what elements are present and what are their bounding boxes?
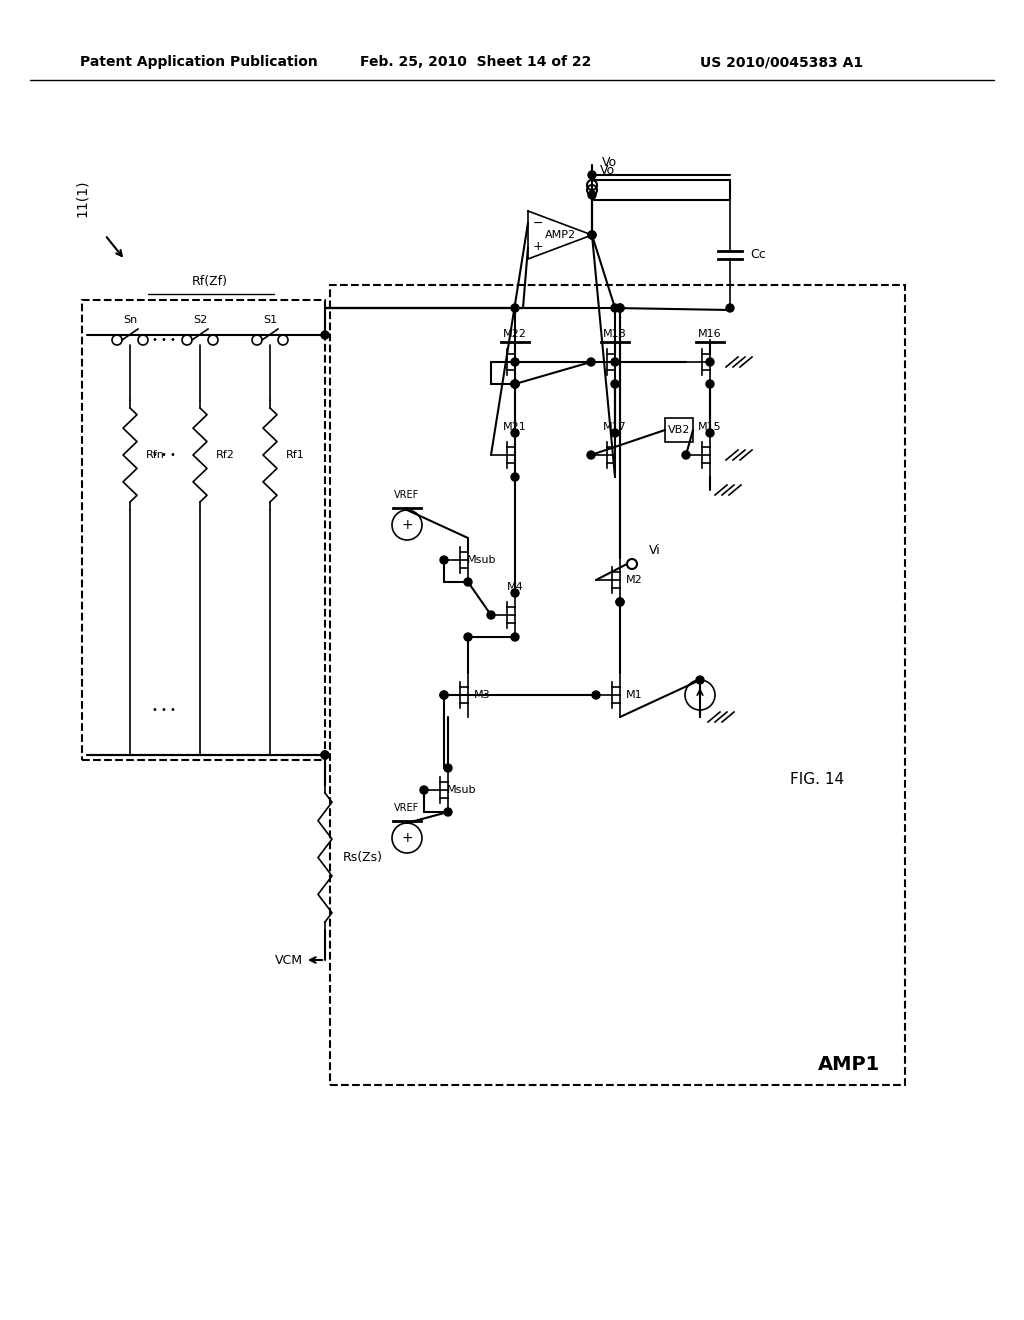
Text: Rf2: Rf2: [216, 450, 234, 459]
Circle shape: [616, 598, 624, 606]
Text: AMP1: AMP1: [818, 1056, 880, 1074]
Circle shape: [611, 429, 618, 437]
Text: M3: M3: [474, 690, 490, 700]
Text: M18: M18: [603, 329, 627, 339]
Text: Rf(Zf): Rf(Zf): [193, 276, 228, 289]
Circle shape: [588, 172, 596, 180]
Circle shape: [511, 380, 519, 388]
Text: Patent Application Publication: Patent Application Publication: [80, 55, 317, 69]
FancyBboxPatch shape: [82, 300, 325, 760]
Text: M16: M16: [698, 329, 722, 339]
Circle shape: [464, 634, 472, 642]
Text: M15: M15: [698, 422, 722, 432]
Text: 11(1): 11(1): [75, 180, 89, 216]
Circle shape: [588, 231, 596, 239]
Circle shape: [464, 578, 472, 586]
Circle shape: [321, 331, 329, 339]
Text: Vi: Vi: [649, 544, 660, 557]
Circle shape: [611, 304, 618, 312]
Circle shape: [511, 380, 519, 388]
Text: Cc: Cc: [750, 248, 766, 261]
Circle shape: [511, 589, 519, 597]
Circle shape: [511, 634, 519, 642]
Circle shape: [487, 611, 495, 619]
Text: M22: M22: [503, 329, 527, 339]
Text: +: +: [532, 240, 544, 252]
Text: FIG. 14: FIG. 14: [790, 772, 844, 788]
Text: M21: M21: [503, 422, 527, 432]
Text: Vo: Vo: [602, 157, 617, 169]
Text: VCM: VCM: [275, 953, 303, 966]
Circle shape: [588, 231, 596, 239]
Circle shape: [440, 556, 449, 564]
Text: • • •: • • •: [152, 335, 176, 345]
Text: Rf1: Rf1: [286, 450, 305, 459]
Circle shape: [611, 380, 618, 388]
Circle shape: [611, 358, 618, 366]
Text: Msub: Msub: [447, 785, 477, 795]
Text: • • •: • • •: [152, 450, 176, 459]
Text: US 2010/0045383 A1: US 2010/0045383 A1: [700, 55, 863, 69]
Text: VREF: VREF: [394, 490, 420, 500]
Circle shape: [587, 358, 595, 366]
Circle shape: [726, 304, 734, 312]
Circle shape: [444, 808, 452, 816]
Text: M17: M17: [603, 422, 627, 432]
Text: VREF: VREF: [394, 803, 420, 813]
Circle shape: [616, 304, 624, 312]
Circle shape: [696, 676, 705, 684]
Circle shape: [511, 304, 519, 312]
Text: Feb. 25, 2010  Sheet 14 of 22: Feb. 25, 2010 Sheet 14 of 22: [360, 55, 592, 69]
Circle shape: [420, 785, 428, 795]
Text: S1: S1: [263, 315, 278, 325]
FancyBboxPatch shape: [330, 285, 905, 1085]
Circle shape: [511, 429, 519, 437]
Text: S2: S2: [193, 315, 207, 325]
Text: AMP2: AMP2: [545, 230, 575, 240]
Text: +: +: [401, 832, 413, 845]
Circle shape: [706, 380, 714, 388]
Circle shape: [440, 690, 449, 700]
Circle shape: [321, 751, 329, 759]
Text: −: −: [532, 218, 544, 230]
Text: Msub: Msub: [467, 554, 497, 565]
Text: M2: M2: [626, 576, 642, 585]
Circle shape: [616, 304, 624, 312]
FancyBboxPatch shape: [665, 418, 693, 442]
Text: Sn: Sn: [123, 315, 137, 325]
Circle shape: [616, 598, 624, 606]
Text: M4: M4: [507, 582, 523, 591]
Circle shape: [511, 358, 519, 366]
Text: Rfn: Rfn: [146, 450, 165, 459]
Circle shape: [440, 690, 449, 700]
Circle shape: [592, 690, 600, 700]
Text: Rs(Zs): Rs(Zs): [343, 850, 383, 863]
Text: +: +: [401, 517, 413, 532]
Circle shape: [682, 451, 690, 459]
Circle shape: [587, 451, 595, 459]
Text: • • •: • • •: [152, 705, 176, 715]
Text: VB2: VB2: [668, 425, 690, 436]
Text: M1: M1: [626, 690, 642, 700]
Circle shape: [511, 473, 519, 480]
Circle shape: [588, 191, 596, 199]
Circle shape: [706, 358, 714, 366]
Circle shape: [444, 764, 452, 772]
Circle shape: [511, 380, 519, 388]
Text: Vo: Vo: [600, 164, 615, 177]
Circle shape: [706, 429, 714, 437]
Circle shape: [321, 751, 329, 759]
